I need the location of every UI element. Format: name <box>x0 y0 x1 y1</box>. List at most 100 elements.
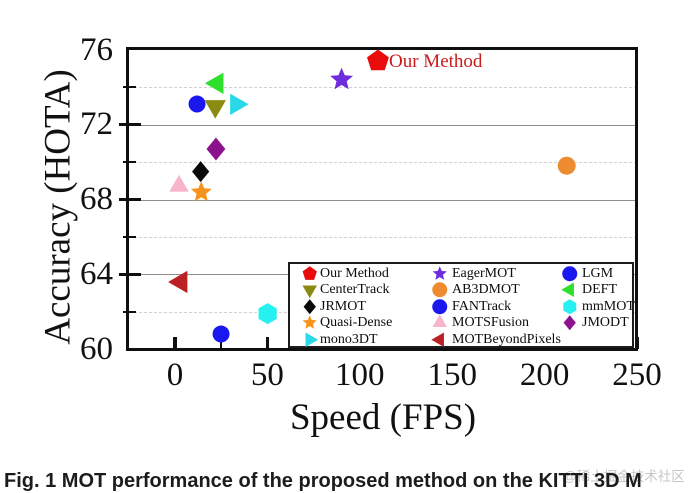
y-tick-label-60: 60 <box>80 330 113 367</box>
legend-item-jrmot: JRMOT <box>290 299 632 315</box>
legend-item-centertrack: CenterTrack <box>290 282 632 299</box>
marker-mono3dt <box>222 90 251 124</box>
y-minor-tick-66 <box>122 235 136 238</box>
y-tick-label-68: 68 <box>80 181 113 217</box>
diamond-icon <box>192 160 210 182</box>
gridline-dashed-74 <box>128 87 637 89</box>
legend-box: Our Method CenterTrack JRMOT Quasi-Dense mon… <box>288 262 635 348</box>
marker-our-method <box>363 46 393 81</box>
triangle-down-icon <box>302 285 318 299</box>
legend-item-deft: DEFT <box>290 282 632 298</box>
marker-fantrack <box>210 323 232 350</box>
hexagon-icon <box>563 299 577 315</box>
marker-motsfusion <box>166 173 192 204</box>
y-minor-tick-62 <box>122 310 136 313</box>
legend-label-ab3dmot: AB3DMOT <box>452 282 520 298</box>
x-minor-tick-25 <box>220 341 223 349</box>
gridline-solid-68 <box>128 199 637 201</box>
diamond-icon <box>563 315 576 331</box>
legend-label-motbeyondpixels: MOTBeyondPixels <box>452 331 561 347</box>
x-tick-label-200: 200 <box>519 357 570 393</box>
legend-label-jrmot: JRMOT <box>320 298 366 314</box>
diamond-icon <box>303 299 316 315</box>
marker-jrmot <box>187 158 214 190</box>
legend-item-eagermot: EagerMOT <box>290 266 632 282</box>
circle-icon <box>432 299 448 315</box>
legend-item-jmodt: JMODT <box>290 315 632 331</box>
legend-item-lgm: LGM <box>290 266 632 282</box>
y-major-tick-72 <box>118 123 141 127</box>
legend-label-motsfusion: MOTSFusion <box>452 315 530 331</box>
legend-item-motbeyondpixels: MOTBeyondPixels <box>290 332 632 348</box>
marker-motbeyondpixels <box>166 267 196 302</box>
triangle-up-icon <box>168 175 189 193</box>
legend-item-motsfusion: MOTSFusion <box>290 314 632 331</box>
star-icon <box>190 181 212 201</box>
gridline-dashed-66 <box>128 236 637 238</box>
y-tick-label-76: 76 <box>80 31 113 68</box>
pentagon-icon <box>302 266 317 280</box>
triangle-right-icon <box>305 332 319 347</box>
diamond-icon <box>206 137 226 161</box>
circle-icon <box>188 95 206 113</box>
marker-centertrack <box>201 92 230 126</box>
x-tick-label-150: 150 <box>427 357 477 393</box>
triangle-left-icon <box>167 270 187 293</box>
x-tick-label-250: 250 <box>612 357 662 393</box>
circle-icon <box>432 282 448 298</box>
legend-item-our-method: Our Method <box>290 266 632 282</box>
gridline-solid-72 <box>128 124 637 126</box>
figure-caption: Fig. 1 MOT performance of the proposed m… <box>4 470 642 492</box>
legend-label-mmmot: mmMOT <box>582 298 635 314</box>
x-tick-label-50: 50 <box>250 357 284 393</box>
legend-label-fantrack: FANTrack <box>452 298 512 314</box>
legend-item-mono3dt: mono3DT <box>290 332 632 348</box>
marker-deft <box>203 69 232 103</box>
star-icon <box>302 315 317 330</box>
x-tick-label-0: 0 <box>166 357 184 393</box>
legend-item-ab3dmot: AB3DMOT <box>290 282 632 298</box>
triangle-right-icon <box>229 93 249 115</box>
legend-label-our-method: Our Method <box>320 266 389 281</box>
legend-label-deft: DEFT <box>582 282 617 298</box>
marker-mmmot <box>254 300 281 332</box>
triangle-left-icon <box>205 72 224 95</box>
marker-quasi-dense <box>187 178 216 212</box>
legend-label-mono3dt: mono3DT <box>320 331 378 347</box>
legend-label-quasi-dense: Quasi-Dense <box>320 315 393 331</box>
legend-label-centertrack: CenterTrack <box>320 282 390 298</box>
scatter-chart: Accuracy (HOTA) 0 50 100 150 200 250 60 64 68 72 7… <box>4 31 685 492</box>
y-major-tick-64 <box>118 272 141 276</box>
plot-frame <box>126 47 638 351</box>
legend-item-quasi-dense: Quasi-Dense <box>290 315 632 331</box>
x-major-tick-50 <box>265 337 270 349</box>
star-icon <box>329 67 353 90</box>
legend-item-mmmot: mmMOT <box>290 298 635 315</box>
circle-icon <box>562 266 578 282</box>
marker-eagermot <box>326 64 357 100</box>
gridline-dashed-70 <box>128 162 637 164</box>
hexagon-icon <box>258 302 277 324</box>
legend-label-jmodt: JMODT <box>582 315 629 331</box>
y-tick-label-72: 72 <box>80 106 113 143</box>
circle-icon <box>212 325 230 343</box>
marker-jmodt <box>201 134 231 169</box>
triangle-up-icon <box>432 314 448 328</box>
x-tick-label-100: 100 <box>335 357 385 393</box>
y-minor-tick-70 <box>122 161 136 164</box>
triangle-down-icon <box>204 99 227 119</box>
marker-ab3dmot <box>555 154 578 182</box>
marker-lgm <box>186 93 208 120</box>
pentagon-icon <box>367 49 390 71</box>
our-method-annotation: Our Method <box>389 51 483 72</box>
legend-label-eagermot: EagerMOT <box>452 266 516 281</box>
watermark: @稀土掘金技术社区 <box>563 469 685 484</box>
y-major-tick-68 <box>118 197 141 202</box>
y-minor-tick-74 <box>122 86 136 89</box>
triangle-left-icon <box>431 332 444 347</box>
legend-label-lgm: LGM <box>582 266 614 281</box>
circle-icon <box>557 156 576 175</box>
legend-item-fantrack: FANTrack <box>290 299 632 315</box>
y-tick-label-64: 64 <box>80 255 113 292</box>
x-major-tick-0 <box>173 337 177 349</box>
